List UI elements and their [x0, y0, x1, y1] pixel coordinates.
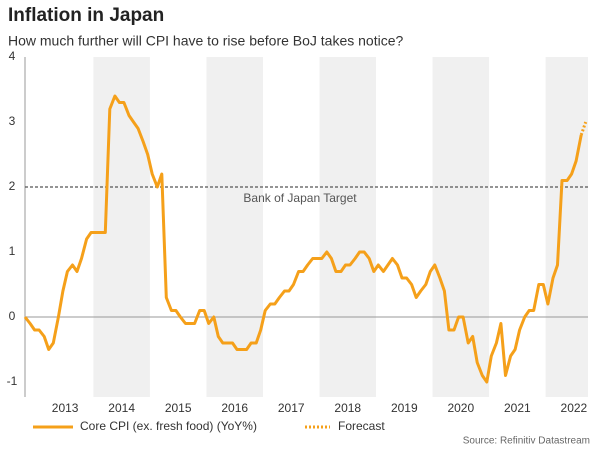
y-tick-label: 4: [9, 49, 16, 63]
plot-background: [93, 57, 588, 397]
x-tick-label: 2015: [165, 401, 192, 415]
x-tick-label: 2013: [52, 401, 79, 415]
x-tick-label: 2016: [221, 401, 248, 415]
x-tick-label: 2017: [278, 401, 305, 415]
chart-subtitle: How much further will CPI have to rise b…: [8, 33, 404, 49]
reference-label: Bank of Japan Target: [243, 191, 357, 205]
y-tick-label: -1: [7, 374, 18, 388]
source-note: Source: Refinitiv Datastream: [463, 436, 590, 447]
y-tick-label: 3: [9, 114, 16, 128]
x-tick-label: 2019: [391, 401, 418, 415]
y-tick-label: 0: [9, 309, 16, 323]
year-band: [319, 57, 377, 397]
year-band: [545, 57, 588, 397]
legend-label: Forecast: [338, 419, 385, 433]
year-band: [93, 57, 150, 397]
x-tick-label: 2018: [334, 401, 361, 415]
series-line: [23, 94, 583, 384]
x-tick-label: 2020: [447, 401, 474, 415]
legend-label: Core CPI (ex. fresh food) (YoY%): [80, 419, 257, 433]
x-tick-label: 2021: [504, 401, 531, 415]
x-tick-label: 2014: [108, 401, 135, 415]
year-band: [206, 57, 263, 397]
year-band: [432, 57, 490, 397]
y-tick-label: 1: [9, 244, 16, 258]
y-tick-label: 2: [9, 179, 16, 193]
chart-title: Inflation in Japan: [8, 5, 164, 26]
x-tick-label: 2022: [561, 401, 588, 415]
